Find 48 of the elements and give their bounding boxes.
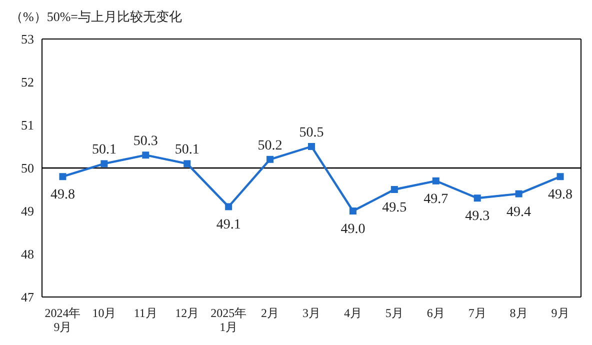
data-label: 49.4 (506, 204, 532, 220)
data-label: 49.8 (50, 188, 75, 203)
x-tick-label: 9月 (551, 306, 570, 320)
x-tick-label: 11月 (134, 306, 158, 320)
data-label: 49.0 (340, 222, 366, 237)
data-label: 50.5 (299, 126, 324, 140)
y-tick-label: 49 (21, 204, 34, 219)
x-tick-label: 7月 (468, 306, 486, 320)
y-tick-label: 48 (21, 246, 34, 262)
data-label: 49.7 (424, 192, 448, 207)
y-tick-label: 50 (21, 160, 34, 176)
y-axis-title: （%） (10, 9, 47, 24)
y-tick-label: 53 (21, 32, 34, 47)
x-tick-label: 5月 (385, 306, 404, 320)
y-tick-label: 52 (21, 74, 34, 90)
data-label: 49.1 (216, 218, 241, 233)
data-label: 50.3 (133, 134, 158, 150)
point (308, 143, 315, 150)
data-label: 49.8 (548, 188, 573, 203)
point (390, 186, 398, 193)
point (100, 160, 108, 168)
x-tick-label: 3月 (302, 306, 320, 320)
x-tick-label: 2025年 1月 (210, 306, 247, 334)
x-tick-label: 2月 (261, 306, 280, 320)
y-tick-label: 47 (21, 290, 34, 305)
point (266, 156, 274, 163)
x-tick-label: 2024年 9月 (44, 306, 81, 334)
point (474, 194, 481, 202)
x-tick-label: 4月 (344, 306, 362, 320)
x-tick-label: 8月 (510, 306, 528, 320)
point (142, 152, 150, 159)
data-label: 50.2 (258, 138, 282, 154)
x-tick-label: 6月 (426, 306, 445, 320)
data-label: 50.1 (174, 142, 200, 158)
point (432, 177, 440, 184)
point (59, 173, 66, 180)
point (349, 208, 356, 214)
x-tick-label: 12月 (175, 306, 200, 320)
data-label: 50.1 (92, 142, 116, 158)
point (556, 173, 564, 180)
point (184, 160, 191, 168)
point (225, 203, 232, 210)
text: 50%=与上月比较无变化 (46, 9, 182, 24)
data-label: 49.5 (382, 200, 407, 216)
y-tick-label: 51 (21, 118, 34, 133)
data-label: 49.3 (465, 209, 490, 224)
x-tick-label: 10月 (92, 306, 116, 320)
point (515, 190, 522, 198)
